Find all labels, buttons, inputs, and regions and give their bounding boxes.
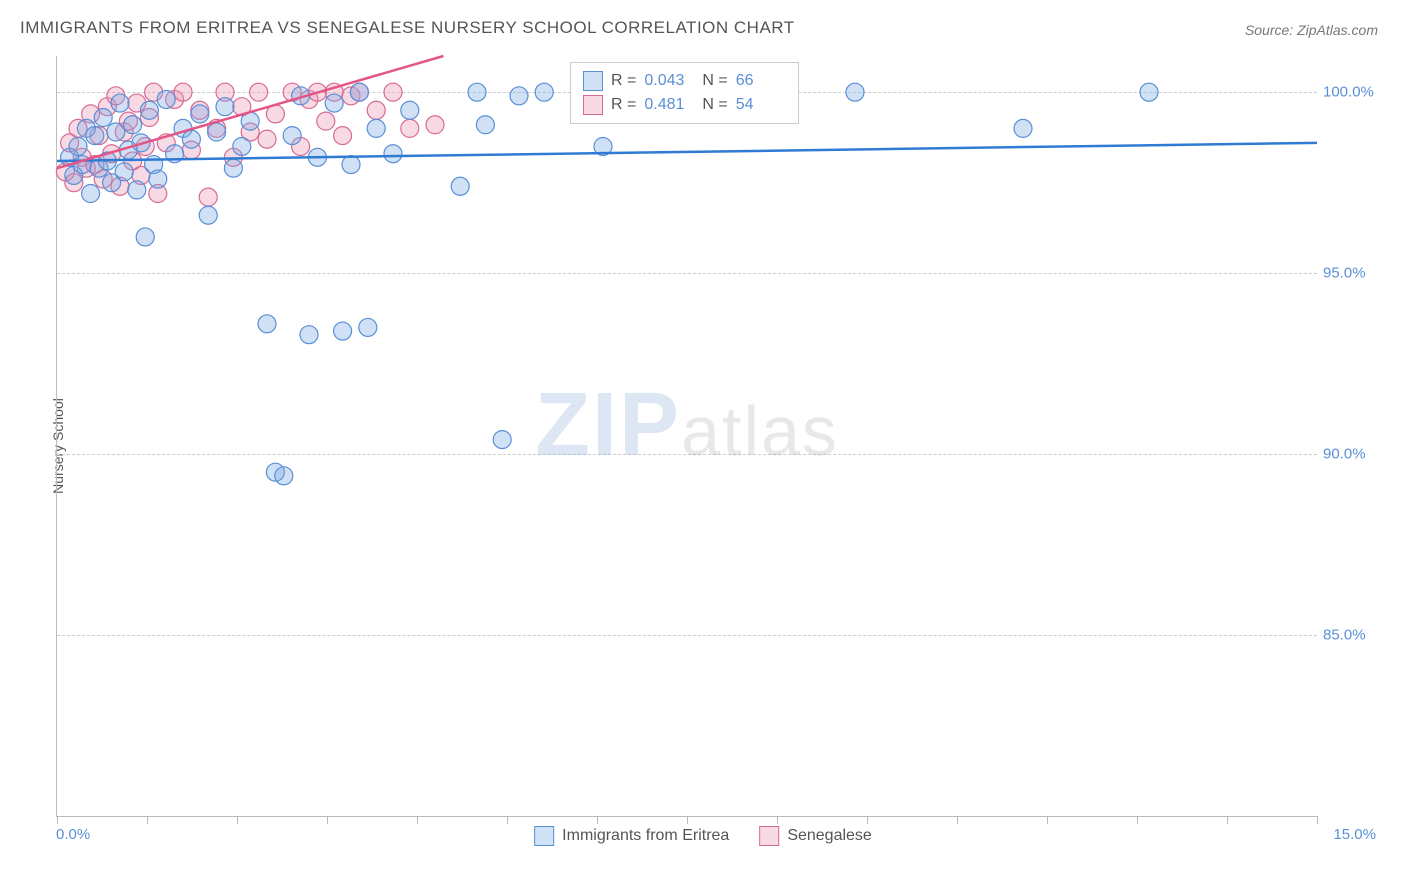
x-tick <box>417 816 418 824</box>
legend-label: Senegalese <box>787 827 872 845</box>
scatter-point <box>107 123 125 141</box>
scatter-point <box>283 127 301 145</box>
x-tick <box>1137 816 1138 824</box>
x-tick <box>327 816 328 824</box>
legend-n-label: N = <box>702 93 727 117</box>
scatter-plot-svg <box>57 56 1317 816</box>
legend-r-label: R = <box>611 69 636 93</box>
x-tick <box>237 816 238 824</box>
scatter-point <box>468 83 486 101</box>
chart-title: IMMIGRANTS FROM ERITREA VS SENEGALESE NU… <box>20 18 795 38</box>
x-tick <box>1227 816 1228 824</box>
scatter-point <box>140 101 158 119</box>
scatter-point <box>82 185 100 203</box>
scatter-point <box>325 94 343 112</box>
x-tick <box>687 816 688 824</box>
scatter-point <box>199 188 217 206</box>
scatter-point <box>367 101 385 119</box>
scatter-point <box>401 119 419 137</box>
correlation-legend: R = 0.043 N = 66 R = 0.481 N = 54 <box>570 62 799 124</box>
scatter-point <box>208 123 226 141</box>
scatter-point <box>350 83 368 101</box>
scatter-point <box>334 322 352 340</box>
scatter-point <box>1014 119 1032 137</box>
scatter-point <box>199 206 217 224</box>
scatter-point <box>535 83 553 101</box>
scatter-point <box>493 431 511 449</box>
legend-row: R = 0.481 N = 54 <box>583 93 786 117</box>
scatter-point <box>174 83 192 101</box>
scatter-point <box>359 318 377 336</box>
scatter-point <box>157 90 175 108</box>
y-tick-label: 85.0% <box>1323 627 1393 644</box>
y-tick-label: 95.0% <box>1323 265 1393 282</box>
scatter-point <box>426 116 444 134</box>
scatter-point <box>216 98 234 116</box>
scatter-point <box>149 170 167 188</box>
legend-n-value: 66 <box>736 69 786 93</box>
x-tick <box>57 816 58 824</box>
scatter-point <box>510 87 528 105</box>
x-tick <box>507 816 508 824</box>
x-axis-min-label: 0.0% <box>56 826 90 843</box>
scatter-point <box>300 326 318 344</box>
scatter-point <box>136 228 154 246</box>
legend-row: R = 0.043 N = 66 <box>583 69 786 93</box>
scatter-point <box>124 116 142 134</box>
scatter-point <box>384 145 402 163</box>
legend-swatch <box>534 826 554 846</box>
scatter-point <box>69 137 87 155</box>
scatter-point <box>233 137 251 155</box>
x-tick <box>777 816 778 824</box>
source-attribution: Source: ZipAtlas.com <box>1245 22 1378 38</box>
legend-r-label: R = <box>611 93 636 117</box>
scatter-point <box>128 181 146 199</box>
scatter-point <box>258 130 276 148</box>
scatter-point <box>258 315 276 333</box>
scatter-point <box>342 156 360 174</box>
x-tick <box>867 816 868 824</box>
scatter-point <box>94 109 112 127</box>
scatter-point <box>846 83 864 101</box>
scatter-point <box>384 83 402 101</box>
scatter-point <box>476 116 494 134</box>
x-tick <box>597 816 598 824</box>
scatter-point <box>1140 83 1158 101</box>
scatter-point <box>182 130 200 148</box>
legend-n-value: 54 <box>736 93 786 117</box>
legend-item: Immigrants from Eritrea <box>534 826 729 846</box>
legend-label: Immigrants from Eritrea <box>562 827 729 845</box>
scatter-point <box>401 101 419 119</box>
x-tick <box>147 816 148 824</box>
scatter-point <box>334 127 352 145</box>
series-legend: Immigrants from Eritrea Senegalese <box>534 826 872 846</box>
legend-r-value: 0.481 <box>644 93 694 117</box>
legend-item: Senegalese <box>759 826 872 846</box>
y-tick-label: 90.0% <box>1323 446 1393 463</box>
scatter-point <box>250 83 268 101</box>
scatter-point <box>367 119 385 137</box>
scatter-point <box>86 127 104 145</box>
scatter-point <box>224 159 242 177</box>
x-tick <box>1317 816 1318 824</box>
legend-r-value: 0.043 <box>644 69 694 93</box>
scatter-point <box>275 467 293 485</box>
x-axis-max-label: 15.0% <box>1333 826 1376 843</box>
legend-swatch <box>759 826 779 846</box>
legend-swatch <box>583 95 603 115</box>
scatter-point <box>115 163 133 181</box>
scatter-point <box>451 177 469 195</box>
y-tick-label: 100.0% <box>1323 84 1393 101</box>
legend-n-label: N = <box>702 69 727 93</box>
scatter-point <box>111 94 129 112</box>
legend-swatch <box>583 71 603 91</box>
scatter-point <box>317 112 335 130</box>
scatter-point <box>191 105 209 123</box>
x-tick <box>957 816 958 824</box>
x-tick <box>1047 816 1048 824</box>
chart-plot-area: ZIPatlas 85.0%90.0%95.0%100.0% <box>56 56 1317 817</box>
